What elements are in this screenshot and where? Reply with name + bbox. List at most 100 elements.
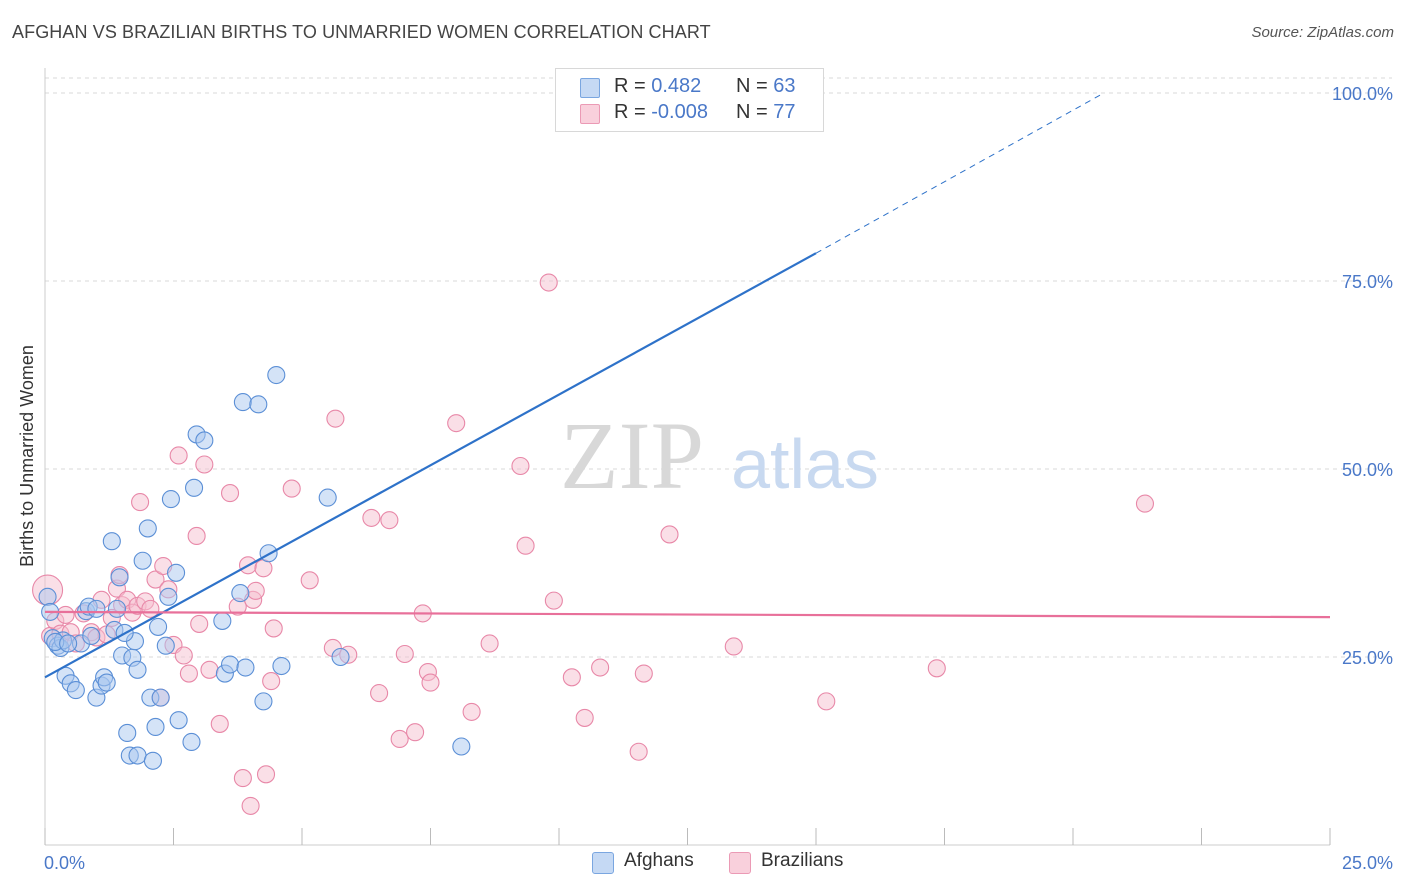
afghan-point [236,658,255,677]
brazilian-point [562,668,581,687]
afghan-point [182,732,201,752]
brazilian-point [380,511,399,530]
afghan-point [231,584,250,603]
series-legend: Afghans Brazilians [0,850,1406,878]
brazilian-point [927,659,946,678]
afghan-point [149,617,168,636]
brazilian-point [195,455,214,474]
afghan-point [167,563,186,582]
afghan-point [66,681,85,700]
brazilian-point [256,765,276,784]
source-label: Source: ZipAtlas.com [1251,24,1394,41]
n-value: 77 [773,101,796,123]
brazilian-point [300,571,319,590]
afghan-points [38,80,584,770]
afghan-point [118,723,137,743]
afghan-point [38,587,57,606]
afghan-point [195,431,214,450]
brazilian-point [480,634,499,653]
brazilian-points [32,273,1155,815]
r-label: R = [614,75,652,97]
afghan-point [151,688,170,707]
afghan-point [220,655,240,674]
afghan-point [159,587,178,606]
axes [44,68,1331,846]
brazilian-point [187,526,206,545]
brazilian-point [233,769,252,788]
brazilian-point [629,742,648,761]
brazilian-point [210,714,229,733]
brazilian-point [264,619,283,638]
brazilian-point [447,414,466,433]
y-tick-label: 100.0% [1332,84,1393,104]
brazilian-point [390,729,409,749]
afghan-point [107,599,127,618]
afghan-point [156,636,175,655]
brazilian-point [1135,494,1155,513]
brazilian-point [724,637,743,656]
y-tick-label: 25.0% [1342,648,1393,668]
brazilian-point [326,409,345,428]
brazilian-trend-line [44,610,1331,619]
brazilian-point [406,723,425,742]
n-label: N = [736,75,774,97]
watermark: ZIP atlas [560,402,879,509]
brazilian-point [241,796,260,815]
afghan-point [138,519,157,538]
brazilian-point [516,536,535,555]
afghan-point [213,611,232,630]
brazilian-point [591,658,610,677]
afghan-point [331,647,350,667]
brazilian-point [395,644,414,664]
afghan-point [97,673,116,692]
brazilian-point [544,591,563,610]
afghan-point [185,478,204,497]
x-tick-label: 0.0% [44,853,85,873]
afghan-point [452,737,471,756]
brazilian-point [817,692,836,711]
y-axis-label: Births to Unmarried Women [17,345,37,567]
afghan-point [143,751,162,770]
legend-label-brazilians: Brazilians [761,850,844,871]
brazilian-point [539,273,558,292]
afghan-point [169,711,188,730]
y-tick-label: 50.0% [1342,460,1393,480]
trend-lines [44,92,1331,679]
brazilian-point [190,614,209,633]
brazilian-point [146,570,165,589]
brazilian-point [220,484,240,503]
watermark-atlas: atlas [731,425,879,503]
brazilian-point [370,684,389,703]
afghan-swatch [592,852,614,874]
y-tick-label: 75.0% [1342,272,1393,292]
brazilian-point [462,702,481,721]
afghan-point [87,599,106,618]
afghan-swatch [580,78,600,98]
afghan-point [146,717,165,736]
brazilian-point [362,508,381,527]
afghan-point [128,746,147,765]
brazilian-point [200,660,219,679]
n-label: N = [736,101,774,123]
afghan-point [82,626,101,646]
afghan-point [102,532,121,551]
brazilian-point [575,708,594,727]
watermark-zip: ZIP [560,402,704,509]
afghan-point [161,490,180,509]
correlation-legend: R = 0.482 N = 63 R = -0.008 N = 77 [555,68,824,132]
afghan-point [249,395,268,414]
r-value: -0.008 [651,101,708,123]
x-tick-label: 25.0% [1342,853,1393,873]
brazilian-point [179,664,198,683]
brazil-swatch [580,104,600,124]
brazilian-point [56,605,75,624]
n-value: 63 [773,75,796,97]
brazilian-point [282,479,301,498]
afghan-point [267,365,286,385]
afghan-point [133,551,152,570]
afghan-point [233,393,252,412]
r-label: R = [614,101,652,123]
brazilian-point [421,673,440,692]
afghan-point [318,488,337,507]
afghan-trend-extension [815,92,1105,254]
